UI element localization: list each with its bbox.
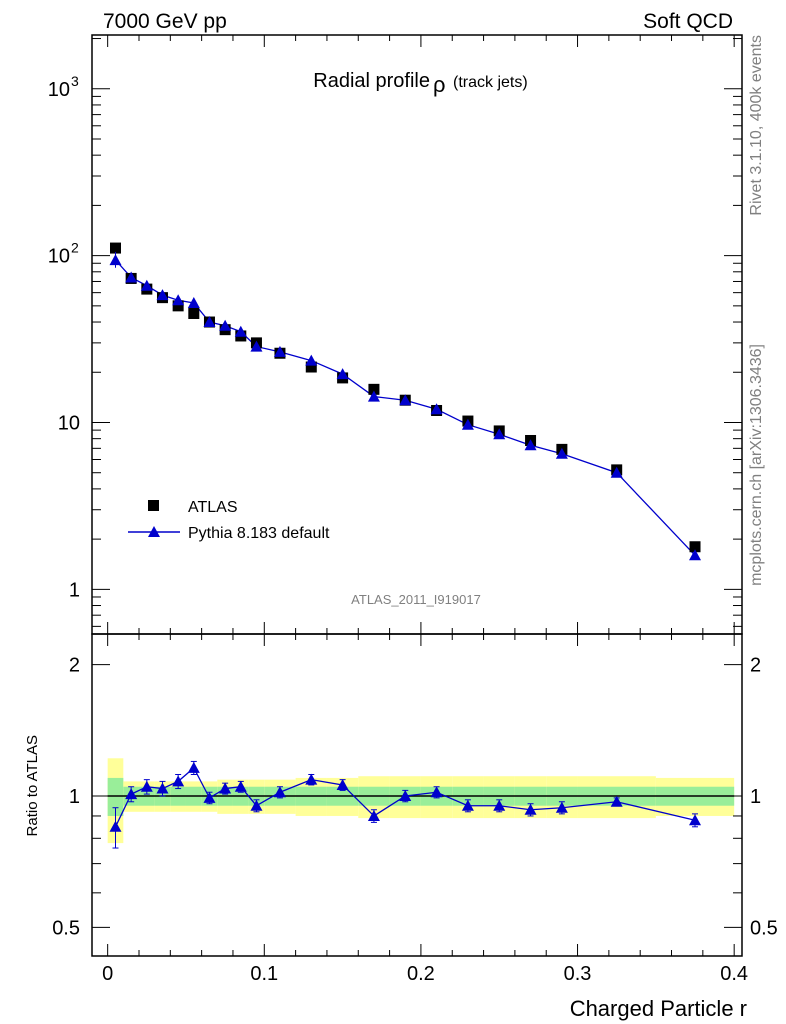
pythia-ratio-point — [336, 778, 349, 790]
header-left-label: 7000 GeV pp — [103, 10, 227, 33]
pythia-ratio-line — [114, 766, 696, 828]
main-panel-frame — [91, 34, 743, 635]
legend-atlas-label: ATLAS — [188, 499, 238, 516]
legend-pythia-marker — [148, 526, 160, 537]
pythia-data-point — [250, 340, 263, 352]
x-tick-label: 0.3 — [564, 963, 592, 985]
pythia-data-point — [156, 289, 169, 301]
ratio-panel-frame — [91, 633, 743, 957]
pythia-ratio-point — [273, 786, 286, 798]
atlas-stat-uncertainty-band — [107, 777, 124, 816]
pythia-ratio-point — [524, 803, 537, 815]
legend-atlas-marker — [148, 500, 159, 511]
pythia-ratio-point — [172, 775, 185, 787]
pythia-data-point — [305, 354, 318, 366]
pythia-data-point — [689, 549, 702, 561]
pythia-data-point — [187, 297, 200, 309]
pythia-ratio-point — [140, 780, 153, 792]
atlas-data-point — [109, 242, 121, 254]
pythia-ratio-point — [430, 786, 443, 798]
pythia-data-point — [461, 418, 474, 430]
y-tick-exponent: 2 — [71, 240, 79, 256]
y-tick-label: 10 — [48, 246, 70, 268]
pythia-data-point — [430, 403, 443, 415]
pythia-data-point — [367, 390, 380, 402]
pythia-data-point — [555, 447, 568, 459]
pythia-ratio-point — [203, 791, 216, 803]
atlas-data-point — [368, 383, 380, 395]
y-tick-label: 10 — [48, 79, 70, 101]
legend-pythia-label: Pythia 8.183 default — [188, 525, 330, 542]
pythia-ratio-point — [234, 780, 247, 792]
pythia-data-point — [203, 316, 216, 328]
pythia-data-point — [493, 428, 506, 440]
y-tick-exponent: 3 — [71, 73, 79, 89]
x-axis-label: Charged Particle r — [570, 996, 747, 1021]
pythia-ratio-point — [219, 782, 232, 794]
side-label-bottom: mcplots.cern.ch [arXiv:1306.3436] — [748, 344, 765, 586]
pythia-ratio-point — [493, 799, 506, 811]
pythia-ratio-point — [125, 788, 138, 800]
chart-title-symbol: ρ — [433, 72, 446, 97]
atlas-data-point — [188, 307, 200, 319]
pythia-series-line — [115, 259, 696, 556]
pythia-data-point — [610, 466, 623, 478]
analysis-label: ATLAS_2011_I919017 — [351, 592, 481, 607]
ratio-y-tick-label-right: 2 — [750, 655, 761, 677]
ratio-y-tick-label-right: 0.5 — [750, 917, 778, 939]
pythia-ratio-point — [109, 820, 122, 832]
ratio-ylabel: Ratio to ATLAS — [24, 735, 41, 836]
x-tick-label: 0.4 — [720, 963, 748, 985]
x-tick-label: 0.1 — [250, 963, 278, 985]
pythia-ratio-point — [399, 789, 412, 801]
y-tick-label: 1 — [69, 579, 80, 601]
y-tick-label: 10 — [58, 412, 80, 434]
pythia-ratio-point — [461, 799, 474, 811]
pythia-ratio-point — [555, 801, 568, 813]
chart-title-suffix: (track jets) — [453, 74, 528, 91]
pythia-data-point — [140, 279, 153, 291]
pythia-ratio-point — [187, 761, 200, 773]
pythia-ratio-point — [610, 795, 623, 807]
pythia-ratio-point — [305, 773, 318, 785]
pythia-data-point — [336, 368, 349, 380]
legend: ATLAS Pythia 8.183 default — [128, 499, 330, 542]
pythia-data-point — [172, 294, 185, 306]
header-right-label: Soft QCD — [643, 10, 733, 33]
pythia-ratio-point — [367, 809, 380, 821]
side-label-top: Rivet 3.1.10, 400k events — [748, 35, 765, 216]
x-tick-label: 0 — [102, 963, 113, 985]
pythia-ratio-point — [156, 782, 169, 794]
pythia-data-point — [273, 345, 286, 357]
atlas-data-point — [305, 361, 317, 373]
ratio-y-tick-label: 2 — [69, 655, 80, 677]
x-axis: 0 0.1 0.2 0.3 0.4 — [102, 35, 748, 985]
pythia-data-point — [219, 319, 232, 331]
x-tick-label: 0.2 — [407, 963, 435, 985]
pythia-ratio-point — [250, 799, 263, 811]
pythia-data-point — [109, 254, 122, 266]
pythia-data-point — [399, 394, 412, 406]
pythia-data-point — [524, 439, 537, 451]
atlas-data-point — [172, 300, 184, 312]
pythia-ratio-point — [689, 814, 702, 826]
atlas-data-point — [689, 541, 701, 553]
pythia-data-point — [234, 325, 247, 337]
ratio-y-tick-label-right: 1 — [750, 786, 761, 808]
ratio-y-tick-label: 0.5 — [52, 917, 80, 939]
ratio-y-tick-label: 1 — [69, 786, 80, 808]
ratio-panel: 0.5 0.5 1 1 2 2 Ratio to ATLAS — [24, 633, 778, 957]
pythia-data-point — [125, 271, 138, 283]
chart-title: Radial profile — [313, 70, 430, 92]
